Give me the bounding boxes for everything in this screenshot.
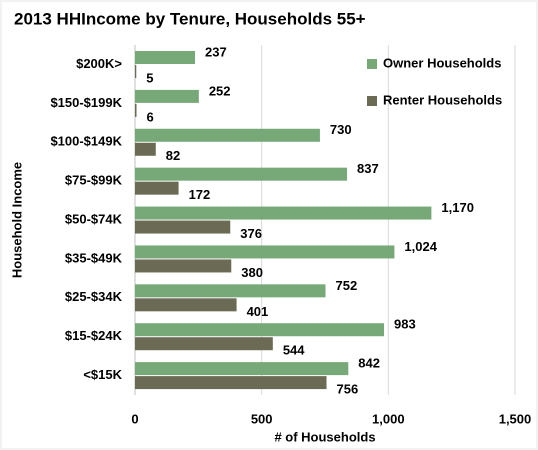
legend-label: Renter Households — [383, 92, 502, 107]
value-label: 1,170 — [441, 200, 474, 215]
value-label: 544 — [283, 343, 305, 358]
value-label: 6 — [147, 109, 154, 124]
bar — [135, 259, 232, 273]
value-label: 237 — [205, 44, 227, 59]
value-label: 837 — [357, 161, 379, 176]
bar — [135, 167, 348, 181]
y-tick-label: $75-$99K — [65, 173, 123, 188]
y-tick-label: $35-$49K — [65, 250, 123, 265]
value-label: 380 — [241, 265, 263, 280]
value-label: 376 — [240, 226, 262, 241]
bar — [135, 128, 320, 142]
y-axis-label: Household Income — [9, 162, 24, 278]
bar — [135, 181, 179, 195]
value-label: 756 — [337, 382, 359, 397]
legend-swatch — [367, 59, 377, 69]
bar — [135, 376, 327, 390]
bar — [135, 323, 385, 337]
bar — [135, 51, 196, 64]
bar — [135, 89, 199, 103]
x-tick-label: 1,500 — [499, 411, 532, 426]
y-tick-label: <$15K — [83, 367, 122, 382]
bar — [135, 284, 326, 298]
value-label: 5 — [146, 70, 153, 85]
value-label: 752 — [336, 278, 358, 293]
bar — [135, 206, 432, 220]
x-tick-label: 0 — [131, 411, 138, 426]
legend-label: Owner Households — [383, 55, 501, 70]
value-label: 82 — [166, 148, 180, 163]
legend-swatch — [367, 96, 377, 106]
value-label: 842 — [358, 356, 380, 371]
y-tick-label: $100-$149K — [50, 134, 122, 149]
y-tick-label: $200K> — [76, 56, 122, 71]
bar — [135, 245, 395, 259]
value-label: 401 — [247, 304, 269, 319]
bar — [135, 65, 137, 78]
bar — [135, 337, 273, 351]
y-tick-label: $150-$199K — [50, 95, 122, 110]
value-label: 730 — [330, 122, 352, 137]
bar — [135, 142, 156, 156]
value-label: 983 — [394, 317, 416, 332]
value-label: 1,024 — [404, 239, 437, 254]
y-tick-label: $25-$34K — [65, 289, 123, 304]
value-label: 252 — [209, 83, 231, 98]
x-tick-label: 1,000 — [372, 411, 405, 426]
bar — [135, 103, 137, 117]
chart-title: 2013 HHIncome by Tenure, Households 55+ — [14, 9, 366, 28]
y-tick-label: $50-$74K — [65, 211, 123, 226]
x-tick-label: 500 — [251, 411, 273, 426]
value-label: 172 — [189, 187, 211, 202]
bar — [135, 220, 231, 234]
bar — [135, 298, 237, 312]
y-tick-label: $15-$24K — [65, 328, 123, 343]
bar — [135, 362, 349, 376]
x-axis-label: # of Households — [274, 429, 375, 444]
